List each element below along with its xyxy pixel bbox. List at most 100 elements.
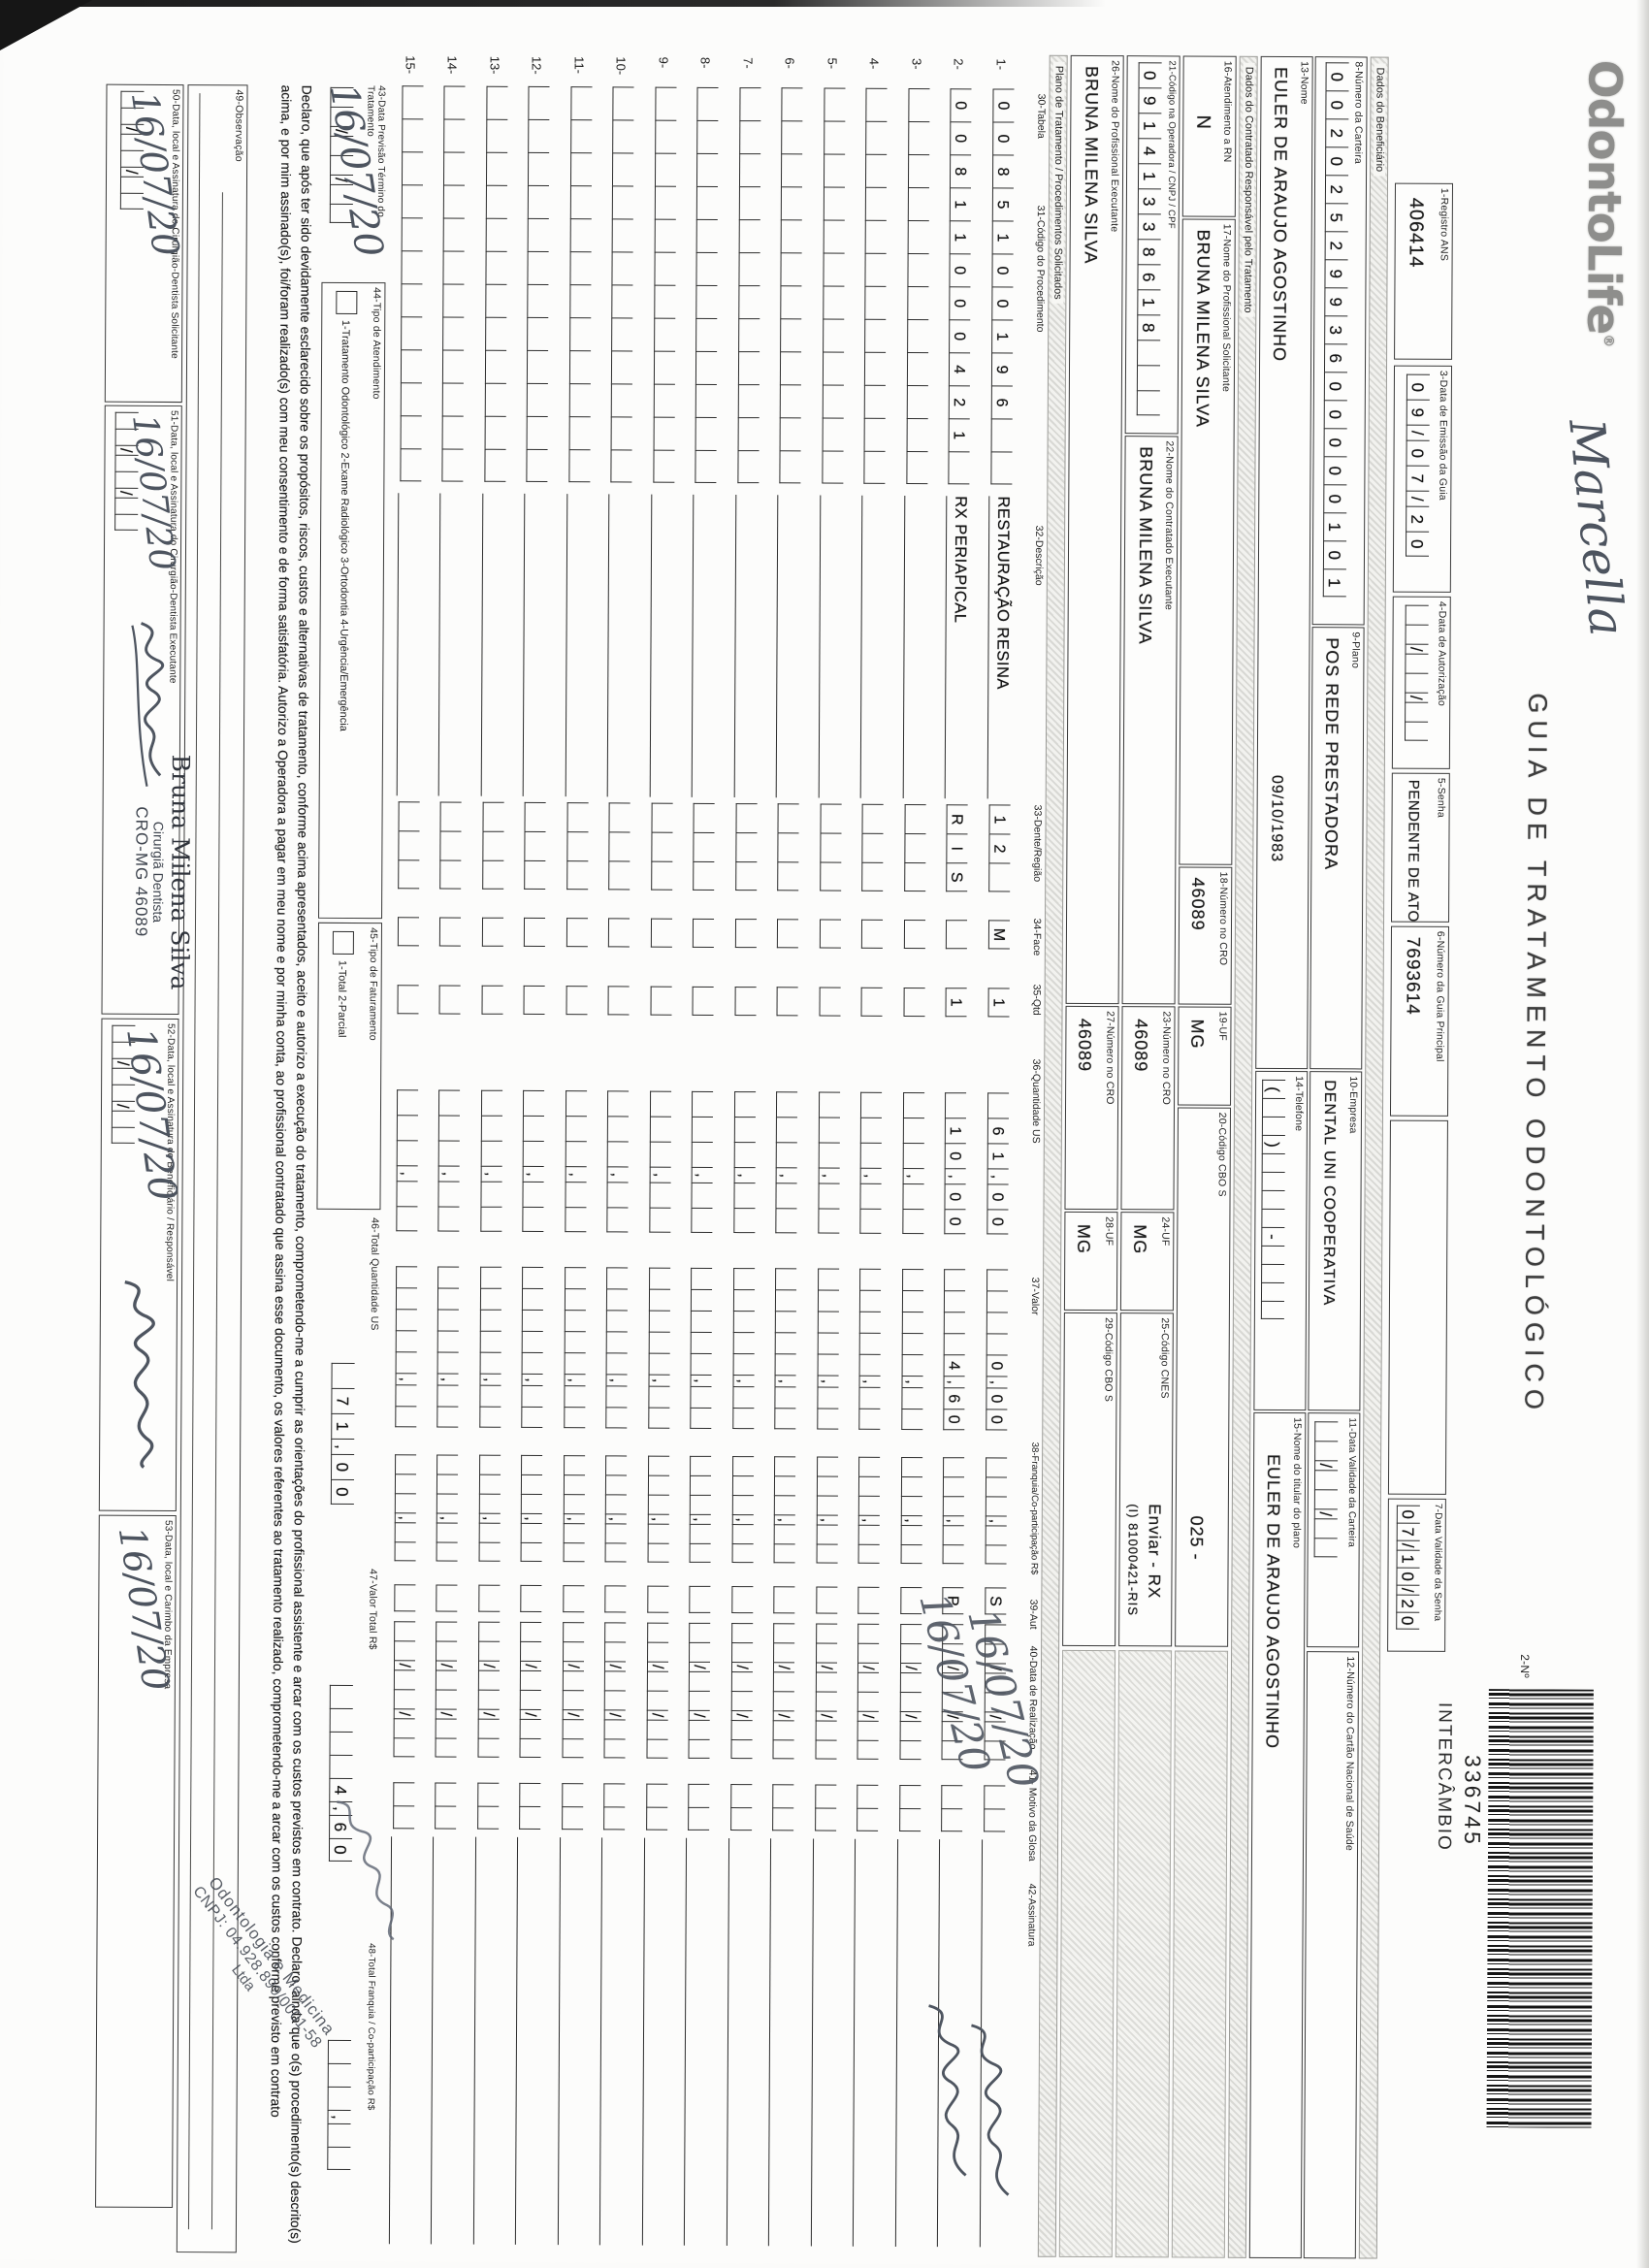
cell: 0	[1323, 428, 1347, 457]
code-cells	[695, 86, 720, 483]
cell	[393, 1805, 415, 1830]
cell	[647, 1585, 669, 1613]
cell: ,	[732, 1375, 755, 1387]
valor-cells: ,	[521, 1266, 544, 1429]
cell: 0	[950, 88, 973, 122]
cell	[564, 1331, 586, 1353]
cell	[774, 1456, 796, 1476]
cell: 1	[1137, 163, 1162, 189]
cell	[731, 1524, 754, 1544]
cell	[775, 1208, 797, 1234]
glosa-cells	[393, 1782, 415, 1830]
data-cells: / /	[477, 1621, 501, 1758]
cell	[646, 1738, 668, 1759]
cell: 0	[991, 286, 1014, 320]
cell: /	[773, 1662, 795, 1672]
cell	[816, 1543, 838, 1564]
cell	[730, 1720, 753, 1740]
cell	[608, 802, 631, 832]
cell	[566, 860, 589, 891]
cell: 0	[945, 1143, 967, 1169]
cell	[906, 450, 928, 485]
cell: 0	[1323, 372, 1347, 401]
field-value: 46089	[1187, 877, 1209, 931]
field-label: 45-Tipo de Faturamento	[367, 927, 379, 1041]
field-label: 10-Empresa	[1346, 1076, 1360, 1134]
franquia-cells: ,	[690, 1455, 712, 1563]
cell	[865, 153, 888, 187]
cell	[822, 417, 844, 451]
cell	[527, 415, 549, 450]
cell: 0	[986, 1354, 1008, 1377]
cell	[604, 1690, 627, 1710]
cell	[605, 1523, 628, 1543]
us-cells: ,	[818, 1091, 841, 1234]
cell: /	[730, 1710, 753, 1721]
dente-cells	[439, 801, 463, 890]
cell	[904, 861, 926, 892]
field-label: 9-Plano	[1349, 632, 1362, 669]
cell	[395, 1287, 418, 1310]
cell	[436, 1669, 458, 1690]
aut-cells	[478, 1584, 501, 1612]
cell	[907, 153, 930, 188]
cell: ,	[859, 1375, 882, 1387]
cell	[857, 1623, 880, 1643]
cell: /	[730, 1662, 754, 1672]
cell	[569, 284, 592, 318]
cell	[401, 316, 423, 350]
valor-cells: ,	[479, 1266, 502, 1428]
cell	[907, 285, 929, 320]
cell	[946, 920, 968, 950]
cell	[899, 1720, 922, 1741]
cell: /	[1314, 1460, 1339, 1471]
cell	[400, 448, 422, 482]
cell	[482, 859, 504, 890]
cell	[402, 85, 424, 119]
cell	[861, 919, 884, 949]
franquia-cells: ,	[985, 1457, 1008, 1565]
cell	[815, 1691, 837, 1711]
franquia-cells: ,	[647, 1455, 670, 1563]
us-cells: ,	[565, 1090, 588, 1233]
cell	[563, 1523, 585, 1543]
cell	[690, 1455, 712, 1475]
cell: 5	[991, 187, 1014, 221]
cell: /	[1406, 490, 1430, 506]
cell	[480, 1266, 502, 1288]
field-label: 16-Atendimento a RN	[1221, 60, 1234, 163]
field-validade-carteira: 11-Data Validade da Carteira / /	[1307, 1412, 1361, 1648]
field-label: 26-Nome do Profissional Executante	[1108, 60, 1121, 233]
cell	[689, 1719, 711, 1739]
col-header-aut: 39-Aut	[1027, 1599, 1040, 1630]
cell	[649, 1141, 671, 1167]
cell	[438, 1115, 461, 1141]
cell	[528, 217, 550, 252]
dente-cells	[566, 802, 589, 891]
cell	[696, 218, 719, 252]
col-header-dente: 33-Dente/Região	[1031, 804, 1044, 883]
checkbox	[336, 290, 358, 315]
cell	[900, 1524, 922, 1545]
cell	[563, 1641, 585, 1662]
cell	[775, 1311, 797, 1333]
cell	[443, 118, 466, 152]
face-cells	[481, 917, 504, 947]
cell	[907, 252, 929, 287]
cell	[780, 351, 802, 385]
cell	[485, 184, 507, 218]
description-cell: RESTAURAÇÃO RESINA	[986, 496, 1013, 799]
cell: 0	[986, 1387, 1008, 1409]
cell: /	[646, 1661, 669, 1671]
cell	[479, 1351, 501, 1374]
cell: 1	[946, 988, 968, 1018]
cell	[655, 119, 677, 153]
cell	[606, 1310, 629, 1332]
field-data-previsao: 43-Data Previsão Término do Tratamento /…	[318, 81, 392, 275]
cell: ,	[437, 1373, 460, 1385]
cell	[899, 1691, 922, 1712]
valor-cells: ,	[395, 1266, 418, 1428]
aut-cells	[604, 1585, 627, 1613]
